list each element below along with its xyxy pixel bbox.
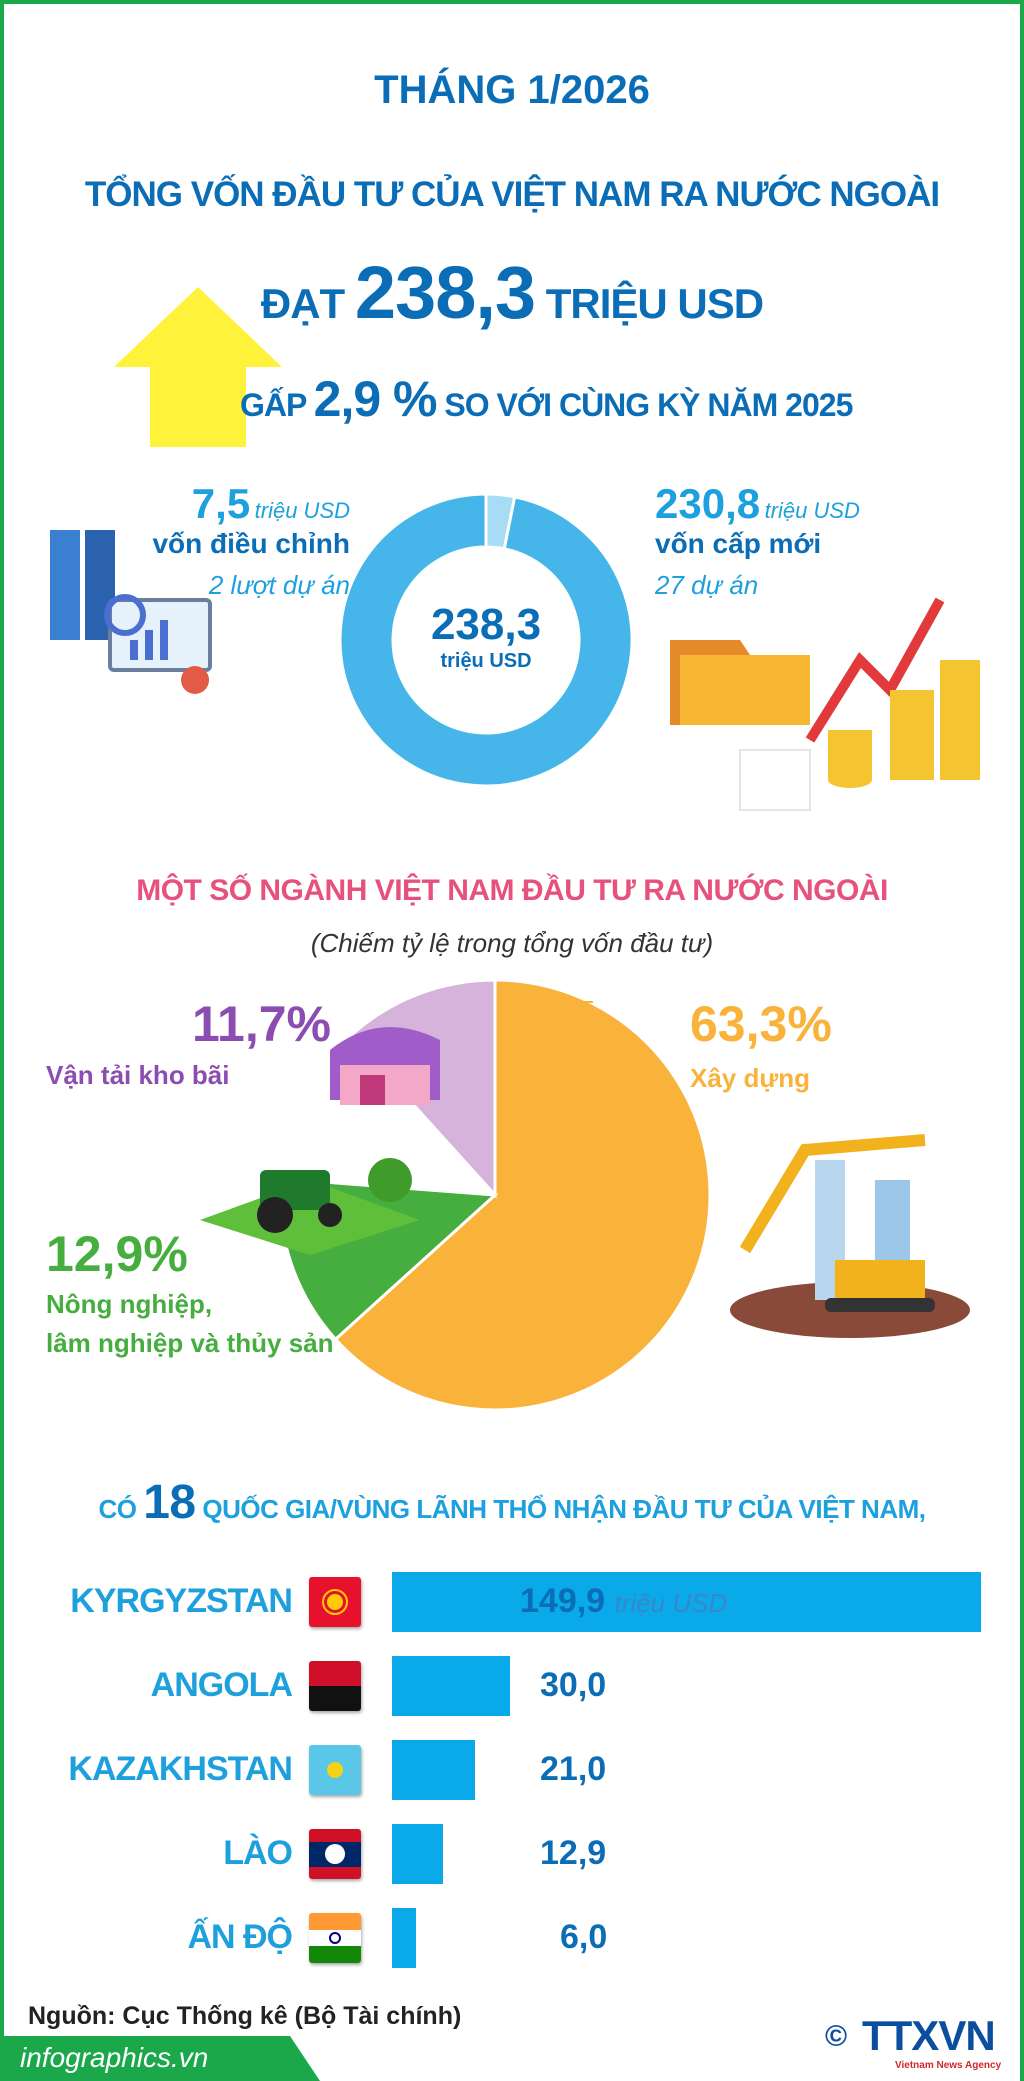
bar-value: 12,9 bbox=[540, 1834, 607, 1872]
site-banner bbox=[0, 2036, 320, 2081]
analytics-illustration bbox=[50, 530, 212, 694]
adjusted-capital-label: 7,5 triệu USD vốn điều chỉnh 2 lượt dự á… bbox=[152, 480, 350, 600]
ttxvn-logo-sub: Vietnam News Agency bbox=[895, 2060, 1002, 2071]
bar bbox=[392, 1908, 416, 1968]
investment-illustration bbox=[670, 597, 980, 811]
warehouse-illustration bbox=[330, 1027, 440, 1105]
country-label: LÀO bbox=[223, 1834, 293, 1872]
bar-value: 149,9 triệu USD bbox=[520, 1582, 728, 1620]
headline: TỔNG VỐN ĐẦU TƯ CỦA VIỆT NAM RA NƯỚC NGO… bbox=[84, 175, 940, 214]
countries-title: CÓ 18 QUỐC GIA/VÙNG LÃNH THỔ NHẬN ĐẦU TƯ… bbox=[98, 1476, 926, 1529]
country-label: ẤN ĐỘ bbox=[187, 1918, 293, 1956]
bar bbox=[392, 1824, 443, 1884]
bar-unit: triệu USD bbox=[614, 1588, 728, 1618]
sector-transport: 11,7% bbox=[192, 996, 332, 1052]
sector-construction: 63,3% Xây dựng bbox=[690, 996, 832, 1093]
leader-line bbox=[556, 1001, 593, 1028]
bar-value: 21,0 bbox=[540, 1750, 607, 1788]
bar bbox=[392, 1740, 475, 1800]
country-label: KYRGYZSTAN bbox=[70, 1582, 293, 1620]
pie-slice bbox=[333, 978, 712, 1412]
new-capital-label: 230,8 triệu USD vốn cấp mới 27 dự án bbox=[655, 480, 860, 600]
flag-icon bbox=[309, 1829, 361, 1879]
headline-total: ĐẠT 238,3 TRIỆU USD bbox=[260, 251, 764, 334]
sector-agriculture: 12,9% Nông nghiệp, lâm nghiệp và thủy sản bbox=[46, 1226, 334, 1358]
donut-slice bbox=[338, 492, 634, 788]
flag-icon bbox=[309, 1745, 361, 1795]
farm-illustration bbox=[200, 1158, 420, 1255]
bar-value: 30,0 bbox=[540, 1666, 607, 1704]
flag-icon bbox=[309, 1661, 361, 1711]
headline-growth: GẤP 2,9 % SO VỚI CÙNG KỲ NĂM 2025 bbox=[240, 371, 853, 427]
bar bbox=[392, 1656, 510, 1716]
source-note: Nguồn: Cục Thống kê (Bộ Tài chính) bbox=[28, 2002, 462, 2030]
country-label: KAZAKHSTAN bbox=[68, 1750, 293, 1788]
ttxvn-logo: TTXVN bbox=[862, 2012, 996, 2059]
up-arrow-icon bbox=[114, 287, 282, 447]
month-title: THÁNG 1/2026 bbox=[374, 68, 650, 112]
sectors-subtitle: (Chiếm tỷ lệ trong tổng vốn đầu tư) bbox=[310, 928, 714, 958]
copyright-symbol: © bbox=[825, 2020, 848, 2053]
sectors-title: MỘT SỐ NGÀNH VIỆT NAM ĐẦU TƯ RA NƯỚC NGO… bbox=[136, 874, 888, 907]
donut-center: 238,3 triệu USD bbox=[430, 600, 542, 672]
flag-icon bbox=[309, 1913, 361, 1963]
capital-donut-chart bbox=[338, 492, 634, 788]
construction-illustration bbox=[730, 1134, 970, 1338]
flag-icon bbox=[309, 1577, 361, 1627]
country-label: ANGOLA bbox=[150, 1666, 293, 1704]
site-link[interactable]: infographics.vn bbox=[20, 2042, 209, 2073]
bar bbox=[392, 1572, 981, 1632]
sector-transport-label: Vận tải kho bãi bbox=[46, 1060, 230, 1090]
bar-value: 6,0 bbox=[560, 1918, 608, 1956]
